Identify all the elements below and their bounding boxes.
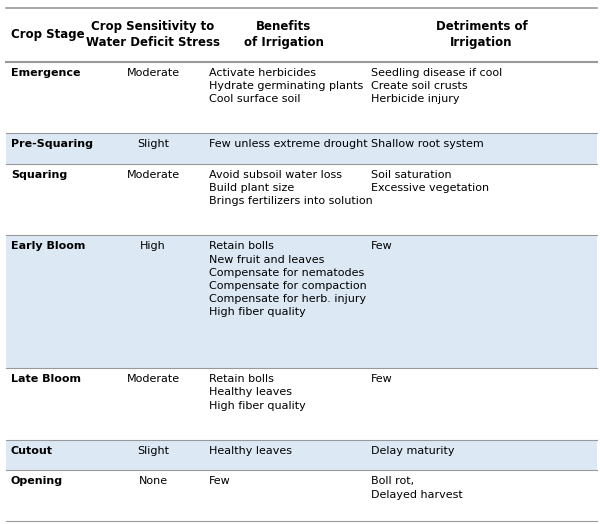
Text: Late Bloom: Late Bloom xyxy=(11,374,81,384)
Text: Few: Few xyxy=(371,374,392,384)
Bar xyxy=(6,163,597,235)
Text: None: None xyxy=(139,476,167,486)
Text: Moderate: Moderate xyxy=(127,170,179,180)
Bar xyxy=(6,440,597,470)
Bar xyxy=(6,470,597,521)
Text: Retain bolls
Healthy leaves
High fiber quality: Retain bolls Healthy leaves High fiber q… xyxy=(209,374,305,411)
Text: Moderate: Moderate xyxy=(127,68,179,78)
Text: Few unless extreme drought: Few unless extreme drought xyxy=(209,139,367,149)
Bar xyxy=(6,133,597,163)
Text: Emergence: Emergence xyxy=(11,68,80,78)
Text: Seedling disease if cool
Create soil crusts
Herbicide injury: Seedling disease if cool Create soil cru… xyxy=(371,68,502,104)
Text: Crop Sensitivity to
Water Deficit Stress: Crop Sensitivity to Water Deficit Stress xyxy=(86,20,220,49)
Text: Crop Stage: Crop Stage xyxy=(11,28,85,41)
Text: Early Bloom: Early Bloom xyxy=(11,242,85,252)
Text: Few: Few xyxy=(209,476,230,486)
Text: Cutout: Cutout xyxy=(11,446,53,456)
Text: Boll rot,
Delayed harvest: Boll rot, Delayed harvest xyxy=(371,476,463,499)
Text: Slight: Slight xyxy=(137,139,169,149)
Text: Retain bolls
New fruit and leaves
Compensate for nematodes
Compensate for compac: Retain bolls New fruit and leaves Compen… xyxy=(209,242,367,318)
Text: Slight: Slight xyxy=(137,446,169,456)
Text: Avoid subsoil water loss
Build plant size
Brings fertilizers into solution: Avoid subsoil water loss Build plant siz… xyxy=(209,170,373,206)
Text: Moderate: Moderate xyxy=(127,374,179,384)
Text: Activate herbicides
Hydrate germinating plants
Cool surface soil: Activate herbicides Hydrate germinating … xyxy=(209,68,363,104)
Text: Soil saturation
Excessive vegetation: Soil saturation Excessive vegetation xyxy=(371,170,489,193)
Text: Opening: Opening xyxy=(11,476,63,486)
Bar xyxy=(6,8,597,61)
Text: Delay maturity: Delay maturity xyxy=(371,446,454,456)
Bar xyxy=(6,61,597,133)
Bar xyxy=(6,235,597,368)
Text: High: High xyxy=(140,242,166,252)
Text: Benefits
of Irrigation: Benefits of Irrigation xyxy=(244,20,323,49)
Text: Few: Few xyxy=(371,242,392,252)
Text: Squaring: Squaring xyxy=(11,170,67,180)
Text: Shallow root system: Shallow root system xyxy=(371,139,484,149)
Bar xyxy=(6,368,597,440)
Text: Healthy leaves: Healthy leaves xyxy=(209,446,292,456)
Text: Pre-Squaring: Pre-Squaring xyxy=(11,139,93,149)
Text: Detriments of
Irrigation: Detriments of Irrigation xyxy=(436,20,527,49)
